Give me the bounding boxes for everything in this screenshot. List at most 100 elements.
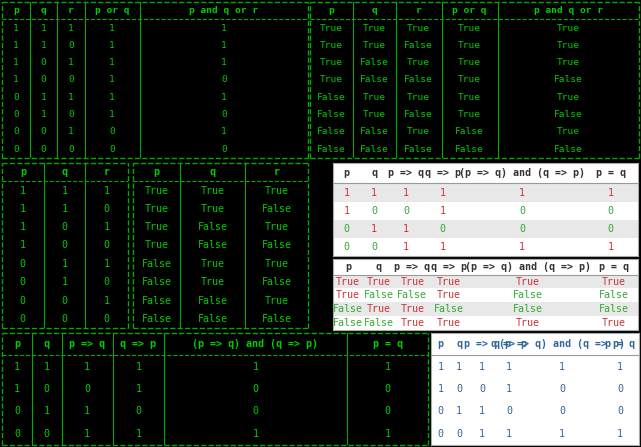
Bar [333, 302, 638, 316]
Text: 1: 1 [221, 41, 227, 50]
Text: 1: 1 [84, 406, 90, 417]
Text: q: q [210, 167, 215, 177]
Text: True: True [320, 41, 343, 50]
Text: 1: 1 [104, 222, 110, 232]
Text: 0: 0 [617, 384, 623, 394]
Text: True: True [265, 222, 288, 232]
Text: 1: 1 [253, 362, 258, 371]
Text: (p => q) and (q => p): (p => q) and (q => p) [459, 168, 585, 178]
Text: False: False [142, 295, 172, 305]
Text: 0: 0 [62, 314, 67, 324]
Text: q: q [371, 6, 377, 15]
Text: 0: 0 [519, 206, 525, 215]
Text: p = q: p = q [595, 168, 626, 178]
Text: False: False [142, 314, 172, 324]
Text: 1: 1 [221, 93, 227, 102]
Text: (p => q) and (q => p): (p => q) and (q => p) [192, 339, 319, 349]
Text: 1: 1 [506, 429, 512, 439]
Text: 0: 0 [13, 127, 19, 136]
Text: 1: 1 [344, 206, 350, 215]
Text: True: True [437, 318, 461, 328]
Text: False: False [363, 318, 394, 328]
Text: True: True [458, 93, 481, 102]
Text: 1: 1 [14, 362, 20, 371]
Text: 1: 1 [13, 76, 19, 84]
Text: 0: 0 [559, 406, 565, 417]
Text: 1: 1 [617, 429, 623, 439]
Text: False: False [262, 314, 292, 324]
Text: 1: 1 [479, 362, 485, 371]
Text: True: True [516, 318, 540, 328]
Text: 0: 0 [13, 145, 19, 154]
Text: 0: 0 [20, 259, 26, 269]
Text: True: True [367, 304, 391, 314]
Text: (p => q) and (q => p): (p => q) and (q => p) [499, 339, 625, 349]
Text: q: q [44, 339, 50, 349]
Text: r: r [68, 6, 74, 15]
Text: 0: 0 [371, 206, 377, 215]
Text: True: True [145, 204, 169, 214]
Text: 1: 1 [135, 362, 141, 371]
Text: 1: 1 [559, 429, 565, 439]
Text: True: True [458, 110, 481, 119]
Text: True: True [458, 41, 481, 50]
Text: q => p: q => p [425, 168, 461, 178]
Text: 0: 0 [44, 429, 50, 439]
Text: 1: 1 [371, 224, 377, 234]
Text: False: False [317, 110, 345, 119]
Text: False: False [262, 277, 292, 287]
Text: 1: 1 [403, 242, 409, 252]
Text: 1: 1 [20, 204, 26, 214]
Text: p: p [13, 6, 19, 15]
Text: 0: 0 [13, 93, 19, 102]
Text: False: False [333, 318, 363, 328]
Text: False: False [262, 240, 292, 250]
Text: False: False [404, 110, 433, 119]
Text: 1: 1 [617, 362, 623, 371]
Text: 1: 1 [68, 24, 74, 33]
Text: 0: 0 [221, 145, 227, 154]
Text: True: True [201, 277, 224, 287]
Text: True: True [437, 291, 461, 300]
Text: False: False [197, 295, 228, 305]
Text: p and q or r: p and q or r [189, 6, 258, 15]
Text: q: q [371, 168, 377, 178]
Text: False: False [455, 145, 484, 154]
Text: 0: 0 [109, 145, 115, 154]
Text: 0: 0 [62, 295, 67, 305]
Text: 1: 1 [109, 110, 115, 119]
Text: 1: 1 [109, 24, 115, 33]
Text: q => p: q => p [491, 339, 527, 349]
Text: True: True [407, 24, 430, 33]
Text: 1: 1 [479, 406, 485, 417]
Text: True: True [557, 127, 579, 136]
Text: 1: 1 [403, 188, 409, 198]
Text: 1: 1 [135, 384, 141, 394]
Text: True: True [400, 304, 424, 314]
Text: q => p: q => p [431, 262, 467, 272]
Text: 1: 1 [403, 224, 409, 234]
Text: True: True [458, 58, 481, 67]
Text: 0: 0 [20, 314, 26, 324]
Text: 1: 1 [104, 186, 110, 195]
Text: 1: 1 [440, 242, 445, 252]
Text: True: True [265, 259, 288, 269]
Text: True: True [201, 259, 224, 269]
Text: True: True [458, 76, 481, 84]
Text: False: False [599, 304, 629, 314]
Bar [333, 220, 638, 238]
Text: True: True [400, 318, 424, 328]
Text: 0: 0 [68, 41, 74, 50]
Text: 1: 1 [62, 186, 67, 195]
Text: 1: 1 [385, 429, 390, 439]
Text: 0: 0 [221, 110, 227, 119]
Text: 0: 0 [14, 429, 20, 439]
Text: 1: 1 [20, 186, 26, 195]
Text: 1: 1 [104, 295, 110, 305]
Text: 0: 0 [104, 277, 110, 287]
Text: False: False [434, 304, 464, 314]
Text: (p => q) and (q => p): (p => q) and (q => p) [465, 262, 591, 272]
Text: 1: 1 [109, 76, 115, 84]
Text: False: False [317, 93, 345, 102]
Text: False: False [513, 291, 543, 300]
